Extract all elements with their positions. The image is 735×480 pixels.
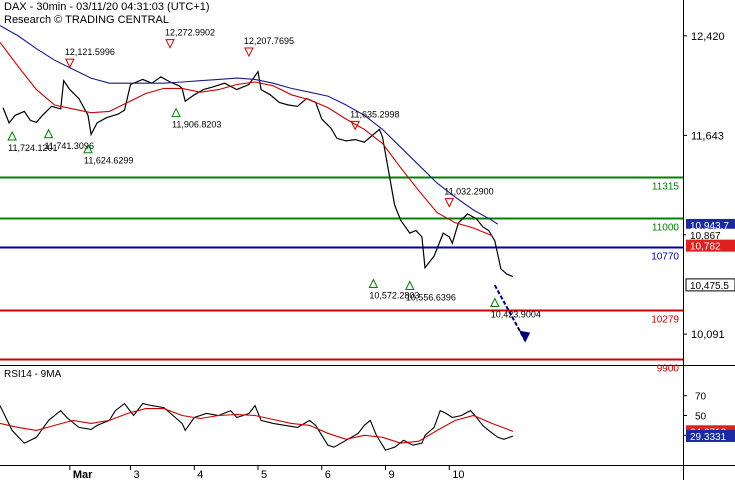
ma-slow-line — [0, 25, 499, 225]
x-tick-label: 9 — [389, 469, 395, 480]
level-label: 9900 — [657, 364, 680, 375]
rsi-y-tick-label: 50 — [695, 412, 707, 423]
price-line — [2, 70, 514, 278]
high-marker — [444, 198, 455, 208]
price-tag-label: 10,475.5 — [690, 281, 729, 292]
level-label: 10770 — [651, 252, 679, 263]
level-label: 11000 — [652, 223, 680, 234]
y-tick-label: 11,643 — [691, 130, 724, 142]
price-tag: 10,943.7 — [686, 218, 735, 232]
chart-title: DAX - 30min - 03/11/20 04:31:03 (UTC+1) — [4, 1, 210, 13]
price-tag: 10,867 — [686, 228, 735, 242]
low-label: 10,556.6396 — [406, 293, 456, 303]
high-marker — [244, 47, 254, 58]
high-marker — [65, 58, 75, 69]
x-tick-label: 6 — [325, 469, 331, 480]
rsi-y-tick-label: 70 — [695, 392, 707, 403]
low-marker — [489, 297, 500, 308]
price-tag-label: 10,782 — [690, 242, 721, 253]
level-label: 10279 — [651, 315, 679, 326]
low-label: 11,724.1201 — [8, 143, 57, 153]
rsi-ma-line — [0, 408, 514, 444]
high-label: 12,272.9902 — [165, 28, 215, 38]
y-tick-label: 10,091 — [691, 329, 725, 341]
low-label: 10,423.9004 — [491, 310, 541, 320]
high-marker — [165, 39, 175, 49]
chart-attribution: Research © TRADING CENTRAL — [4, 14, 169, 26]
high-label: 11,635.2998 — [350, 109, 399, 119]
low-label: 11,624.6299 — [84, 156, 133, 166]
rsi-tag-label: 29.3331 — [690, 432, 727, 443]
low-marker — [171, 107, 181, 118]
low-label: 11,906.8203 — [172, 120, 221, 130]
price-tag: 10,782 — [686, 239, 735, 253]
price-tag-bg — [686, 218, 735, 231]
y-tick-label: 12,420 — [691, 31, 725, 43]
high-marker — [350, 120, 360, 131]
rsi-title: RSI14 - 9MA — [4, 369, 62, 380]
forecast-arrowhead — [519, 330, 531, 343]
price-tag-bg — [686, 239, 735, 252]
x-tick-label: 5 — [261, 469, 267, 480]
low-marker — [7, 130, 17, 141]
price-tag-bg — [685, 278, 735, 292]
x-tick-label: 10 — [452, 469, 464, 480]
low-label: 11,741.3096 — [45, 141, 94, 151]
low-marker — [368, 278, 379, 288]
x-tick-label: Mar — [73, 469, 93, 480]
rsi-tag-bg — [686, 429, 735, 442]
rsi-line — [0, 402, 514, 451]
low-marker — [404, 280, 415, 291]
ma-fast-line — [0, 41, 493, 237]
x-tick-label: 3 — [134, 469, 140, 480]
high-label: 12,121.5996 — [65, 47, 115, 57]
high-label: 12,207.7695 — [244, 36, 294, 46]
low-marker — [83, 143, 93, 154]
price-tag: 10,475.5 — [685, 278, 735, 292]
rsi-tag: 29.3331 — [686, 429, 735, 443]
forecast-arrow — [493, 284, 527, 342]
price-tag-bg — [686, 228, 735, 241]
low-label: 10,572.2803 — [369, 290, 419, 300]
high-label: 11,032.2900 — [444, 187, 493, 197]
price-tag-label: 10,943.7 — [690, 221, 729, 232]
level-label: 11315 — [652, 182, 680, 193]
low-marker — [43, 128, 54, 139]
x-tick-label: 4 — [197, 469, 203, 480]
price-tag-label: 10,867 — [690, 231, 721, 242]
